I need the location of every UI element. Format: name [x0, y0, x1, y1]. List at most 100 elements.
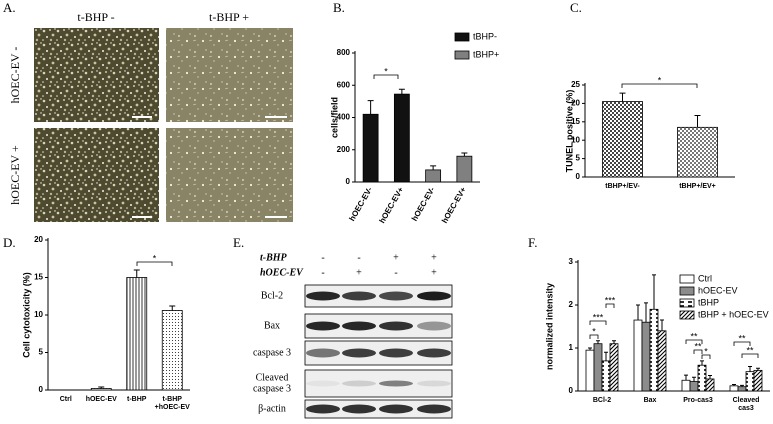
bar: [362, 113, 379, 183]
treatment-sign: -: [321, 252, 324, 263]
protein-label: Bcl-2: [261, 290, 283, 301]
bar: [677, 126, 718, 178]
significance-label: **: [694, 341, 702, 351]
bar: [745, 371, 755, 392]
blot-strip: [304, 284, 453, 308]
bar: [126, 277, 148, 391]
x-tick-label: hOEC-EV-: [410, 185, 437, 223]
bar: [705, 378, 715, 392]
y-tick-label: 800: [337, 48, 351, 57]
error-bar: [644, 302, 648, 323]
legend-label: tBHP + hOEC-EV: [698, 309, 769, 319]
y-tick-label: 15: [34, 273, 43, 282]
bar: [681, 379, 691, 392]
error-bar: [756, 367, 760, 371]
significance-bracket: [589, 320, 607, 325]
bar: [657, 330, 667, 392]
y-tick-label: 0: [576, 172, 581, 181]
protein-label: caspase 3: [253, 347, 291, 358]
error-bar: [652, 274, 656, 310]
band: [417, 321, 451, 331]
significance-label: ***: [605, 295, 616, 305]
band: [342, 291, 376, 301]
bar: [602, 101, 643, 178]
bar: [729, 385, 739, 392]
bar: [633, 319, 643, 392]
y-axis-label: normalized intensity: [544, 283, 554, 370]
y-tick-label: 20: [571, 99, 580, 108]
legend-swatch: [679, 274, 695, 284]
bar: [393, 93, 410, 183]
significance-bracket: [741, 353, 759, 358]
y-tick-label: 0: [569, 386, 574, 395]
significance-label: *: [704, 346, 708, 356]
bar: [425, 169, 442, 183]
bar: [649, 308, 659, 392]
bar: [609, 343, 619, 392]
band: [417, 348, 451, 358]
y-tick-label: 600: [337, 80, 351, 89]
row-label: hOEC-EV -: [8, 47, 22, 104]
error-bar: [684, 374, 688, 381]
error-bar: [748, 365, 752, 372]
panel-label: B.: [333, 0, 345, 15]
scale-bars: [132, 116, 287, 218]
y-axis-label: Cell cytotoxicity (%): [21, 272, 31, 358]
significance-label: *: [384, 66, 388, 76]
x-tick-label: BCl-2: [593, 397, 611, 404]
y-tick-label: 400: [337, 113, 351, 122]
significance-bracket: [685, 339, 703, 344]
error-bar: [169, 305, 176, 311]
treatment-sign: +: [431, 267, 437, 278]
significance-bracket: [373, 74, 399, 79]
x-tick-label: Pro-cas3: [683, 397, 713, 404]
significance-bracket: [136, 261, 173, 266]
blot-strip: [304, 399, 453, 419]
bar: [601, 360, 611, 392]
y-tick-label: 20: [34, 235, 43, 244]
y-axis-label: TUNEL positive (%): [564, 90, 574, 173]
error-bar: [694, 115, 701, 128]
significance-bracket: [589, 334, 599, 339]
panel-label: D.: [3, 235, 16, 250]
error-bar: [612, 340, 616, 344]
protein-label: Cleaved caspase 3: [253, 373, 291, 395]
column-label: t-BHP -: [77, 10, 114, 24]
treatment-sign: -: [357, 252, 360, 263]
significance-label: **: [746, 345, 754, 355]
x-tick-label: t-BHP +hOEC-EV: [155, 396, 191, 411]
micrograph: [166, 128, 293, 222]
significance-bracket: [621, 83, 698, 88]
y-tick-label: 25: [571, 80, 580, 89]
western-blot: E. t-BHP - - + + hOEC-EV - + - + Bcl-2 Bax caspase 3…: [233, 235, 453, 419]
error-bar: [636, 304, 640, 321]
y-tick-label: 5: [576, 154, 581, 163]
x-tick-label: hOEC-EV+: [378, 185, 406, 225]
error-bar: [367, 100, 374, 115]
treatment-sign: -: [321, 267, 324, 278]
error-bar: [619, 92, 626, 102]
significance-label: *: [592, 326, 596, 336]
band: [379, 348, 413, 358]
band: [417, 404, 451, 414]
panel-label: E.: [233, 235, 244, 250]
bar: [689, 381, 699, 392]
panel-label: A.: [3, 0, 16, 15]
micrograph: [166, 28, 293, 122]
treatment-sign: +: [431, 252, 437, 263]
band: [306, 321, 340, 331]
significance-bracket: [605, 303, 615, 308]
column-label: t-BHP +: [209, 10, 249, 24]
error-bar: [98, 386, 105, 389]
error-bar: [596, 340, 600, 344]
significance-label: *: [658, 75, 662, 85]
band: [342, 404, 376, 414]
significance-bracket: [693, 349, 703, 354]
band: [379, 291, 413, 301]
error-bar: [430, 165, 437, 170]
treatment-label: hOEC-EV: [260, 267, 304, 278]
x-tick-label: Bax: [644, 397, 657, 404]
x-tick-label: t-BHP: [127, 396, 147, 403]
band: [379, 380, 413, 387]
